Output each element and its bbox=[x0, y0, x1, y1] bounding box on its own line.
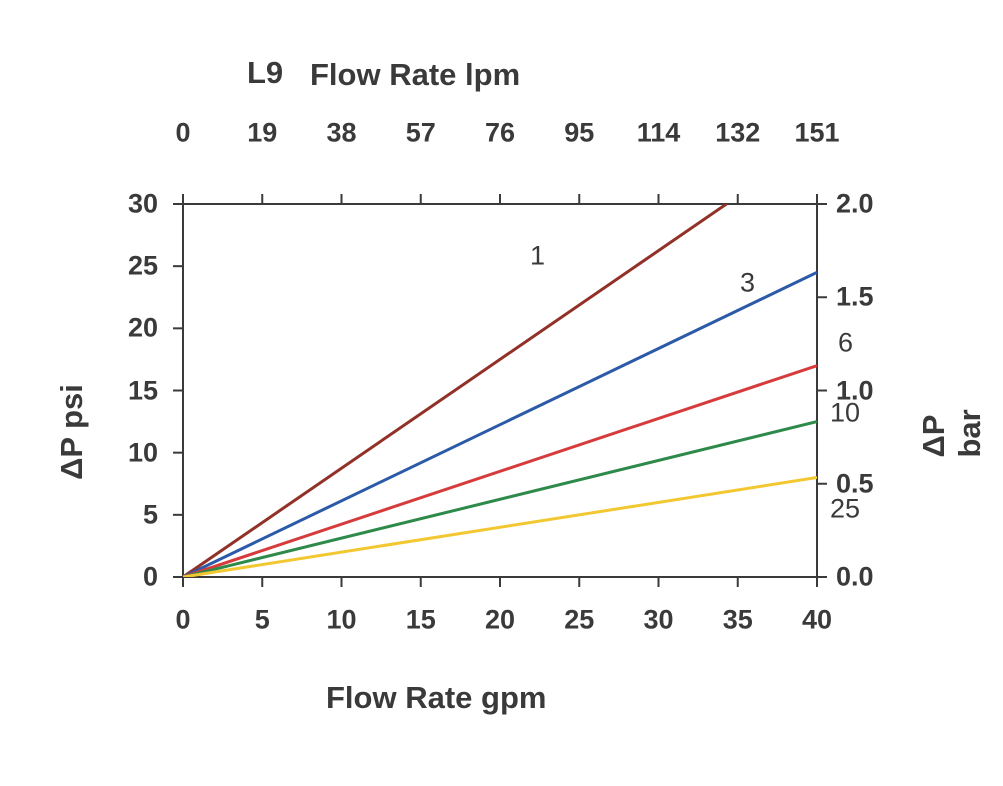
series-label: 3 bbox=[740, 268, 755, 299]
x-top-tick-label: 38 bbox=[326, 118, 356, 149]
y-left-tick-label: 20 bbox=[128, 313, 158, 344]
y-left-tick-label: 5 bbox=[143, 499, 158, 530]
series-label: 6 bbox=[838, 328, 853, 359]
x-bottom-tick-label: 20 bbox=[485, 605, 515, 636]
y-left-tick-label: 0 bbox=[143, 562, 158, 593]
x-bottom-tick-label: 25 bbox=[564, 605, 594, 636]
x-bottom-tick-label: 30 bbox=[643, 605, 673, 636]
series-line bbox=[183, 422, 817, 577]
x-top-tick-label: 0 bbox=[175, 118, 190, 149]
x-top-tick-label: 114 bbox=[637, 118, 681, 149]
series-line bbox=[183, 142, 817, 577]
x-top-tick-label: 132 bbox=[715, 118, 760, 149]
chart-wrapper: { "chart": { "type": "line", "plot": { "… bbox=[0, 0, 1003, 786]
series-label: 10 bbox=[830, 398, 860, 429]
x-top-tick-label: 151 bbox=[794, 118, 839, 149]
x-bottom-tick-label: 15 bbox=[406, 605, 436, 636]
x-top-tick-label: 95 bbox=[564, 118, 594, 149]
y-right-tick-label: 0.0 bbox=[836, 562, 874, 593]
y-left-tick-label: 15 bbox=[128, 375, 158, 406]
series-line bbox=[183, 478, 817, 577]
y-right-tick-label: 1.5 bbox=[836, 282, 874, 313]
x-top-tick-label: 57 bbox=[406, 118, 436, 149]
x-top-tick-label: 19 bbox=[247, 118, 277, 149]
x-top-tick-label: 76 bbox=[485, 118, 515, 149]
y-left-tick-label: 10 bbox=[128, 437, 158, 468]
series-label: 1 bbox=[530, 241, 545, 272]
x-bottom-tick-label: 10 bbox=[326, 605, 356, 636]
x-bottom-tick-label: 0 bbox=[175, 605, 190, 636]
series-line bbox=[183, 366, 817, 577]
y-left-tick-label: 30 bbox=[128, 189, 158, 220]
series-label: 25 bbox=[830, 494, 860, 525]
x-bottom-tick-label: 40 bbox=[802, 605, 832, 636]
x-bottom-tick-label: 35 bbox=[723, 605, 753, 636]
series-line bbox=[183, 272, 817, 577]
x-bottom-tick-label: 5 bbox=[255, 605, 270, 636]
y-left-tick-label: 25 bbox=[128, 251, 158, 282]
y-right-tick-label: 2.0 bbox=[836, 189, 874, 220]
